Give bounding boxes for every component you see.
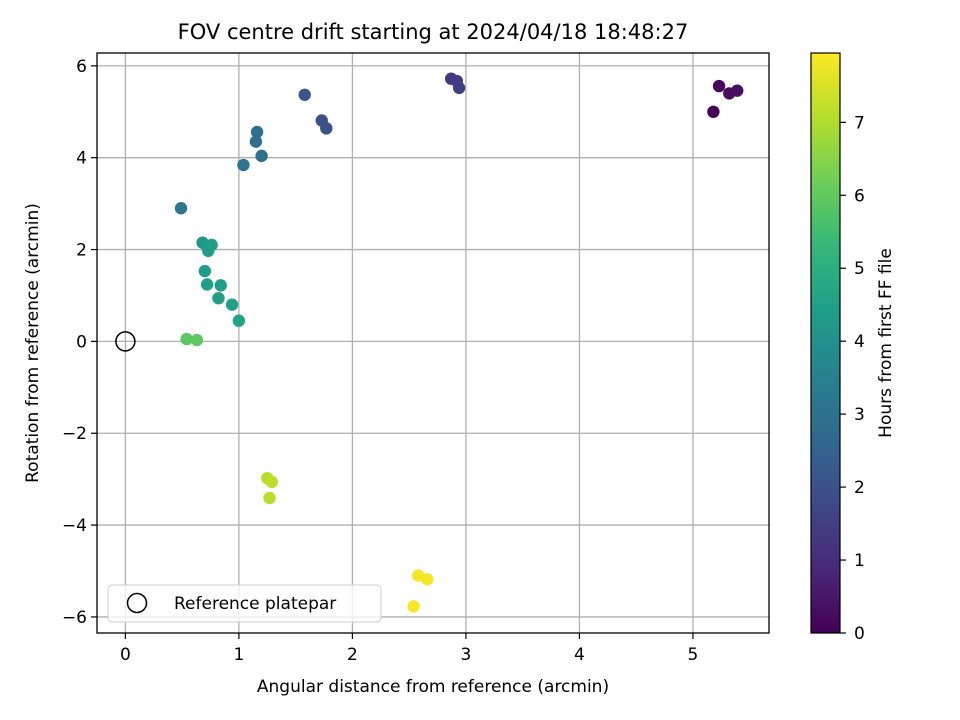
data-point xyxy=(407,600,420,613)
data-point xyxy=(320,122,333,135)
colorbar-tick-label: 6 xyxy=(854,186,865,206)
data-point xyxy=(731,84,744,97)
x-tick-label: 5 xyxy=(688,645,699,665)
reference-point-marker xyxy=(115,331,136,352)
x-tick-label: 0 xyxy=(120,645,131,665)
data-point xyxy=(712,79,726,93)
legend-reference-marker xyxy=(126,592,148,614)
y-tick-label: 2 xyxy=(76,241,87,261)
legend: Reference platepar xyxy=(107,584,382,623)
colorbar-label: Hours from first FF file xyxy=(876,248,896,438)
colorbar-ticks: 0 1 2 3 4 5 6 7 xyxy=(840,113,865,644)
colorbar-tick-label: 0 xyxy=(854,624,865,644)
reference-layer xyxy=(115,331,136,352)
data-point xyxy=(214,279,227,292)
colorbar-tick-label: 5 xyxy=(854,259,865,279)
data-point xyxy=(263,491,276,505)
colorbar xyxy=(810,52,841,634)
data-point xyxy=(421,573,434,586)
x-tick-label: 4 xyxy=(574,645,585,665)
chart-title: FOV centre drift starting at 2024/04/18 … xyxy=(178,20,689,44)
x-tick-label: 3 xyxy=(461,645,472,665)
plot-frame xyxy=(96,52,770,634)
x-axis-ticks: 0 1 2 3 4 5 xyxy=(120,633,698,665)
y-tick-label: 4 xyxy=(76,149,87,169)
data-point xyxy=(232,314,246,327)
data-point xyxy=(249,135,263,148)
data-point xyxy=(707,105,720,118)
legend-box xyxy=(107,584,382,623)
colorbar-tick-label: 3 xyxy=(854,405,865,425)
colorbar-tick-label: 7 xyxy=(854,113,865,133)
data-point xyxy=(237,158,250,172)
y-tick-label: 6 xyxy=(76,57,87,77)
data-points xyxy=(174,72,744,613)
data-point xyxy=(298,88,311,101)
y-tick-label: −4 xyxy=(62,516,87,536)
data-point xyxy=(200,278,214,291)
data-point xyxy=(198,264,212,278)
data-point xyxy=(212,292,225,305)
x-axis-label: Angular distance from reference (arcmin) xyxy=(257,677,609,697)
data-point xyxy=(452,81,466,95)
data-point xyxy=(202,244,215,258)
colorbar-tick-label: 2 xyxy=(854,478,865,498)
x-tick-label: 2 xyxy=(347,645,358,665)
colorbar-tick-label: 1 xyxy=(854,551,865,571)
data-point xyxy=(174,202,188,215)
data-point xyxy=(190,333,204,347)
y-tick-label: −6 xyxy=(62,608,87,628)
x-tick-label: 1 xyxy=(233,645,244,665)
y-axis-label: Rotation from reference (arcmin) xyxy=(23,203,43,483)
data-point xyxy=(250,125,264,139)
data-point xyxy=(180,332,193,346)
y-tick-label: −2 xyxy=(62,424,87,444)
data-point xyxy=(225,298,239,311)
legend-label: Reference platepar xyxy=(174,594,336,614)
y-tick-label: 0 xyxy=(76,332,87,352)
y-axis-ticks: −6 −4 −2 0 2 4 6 xyxy=(62,57,97,628)
data-point xyxy=(255,149,268,163)
colorbar-tick-label: 4 xyxy=(854,332,865,352)
data-point xyxy=(265,475,279,489)
